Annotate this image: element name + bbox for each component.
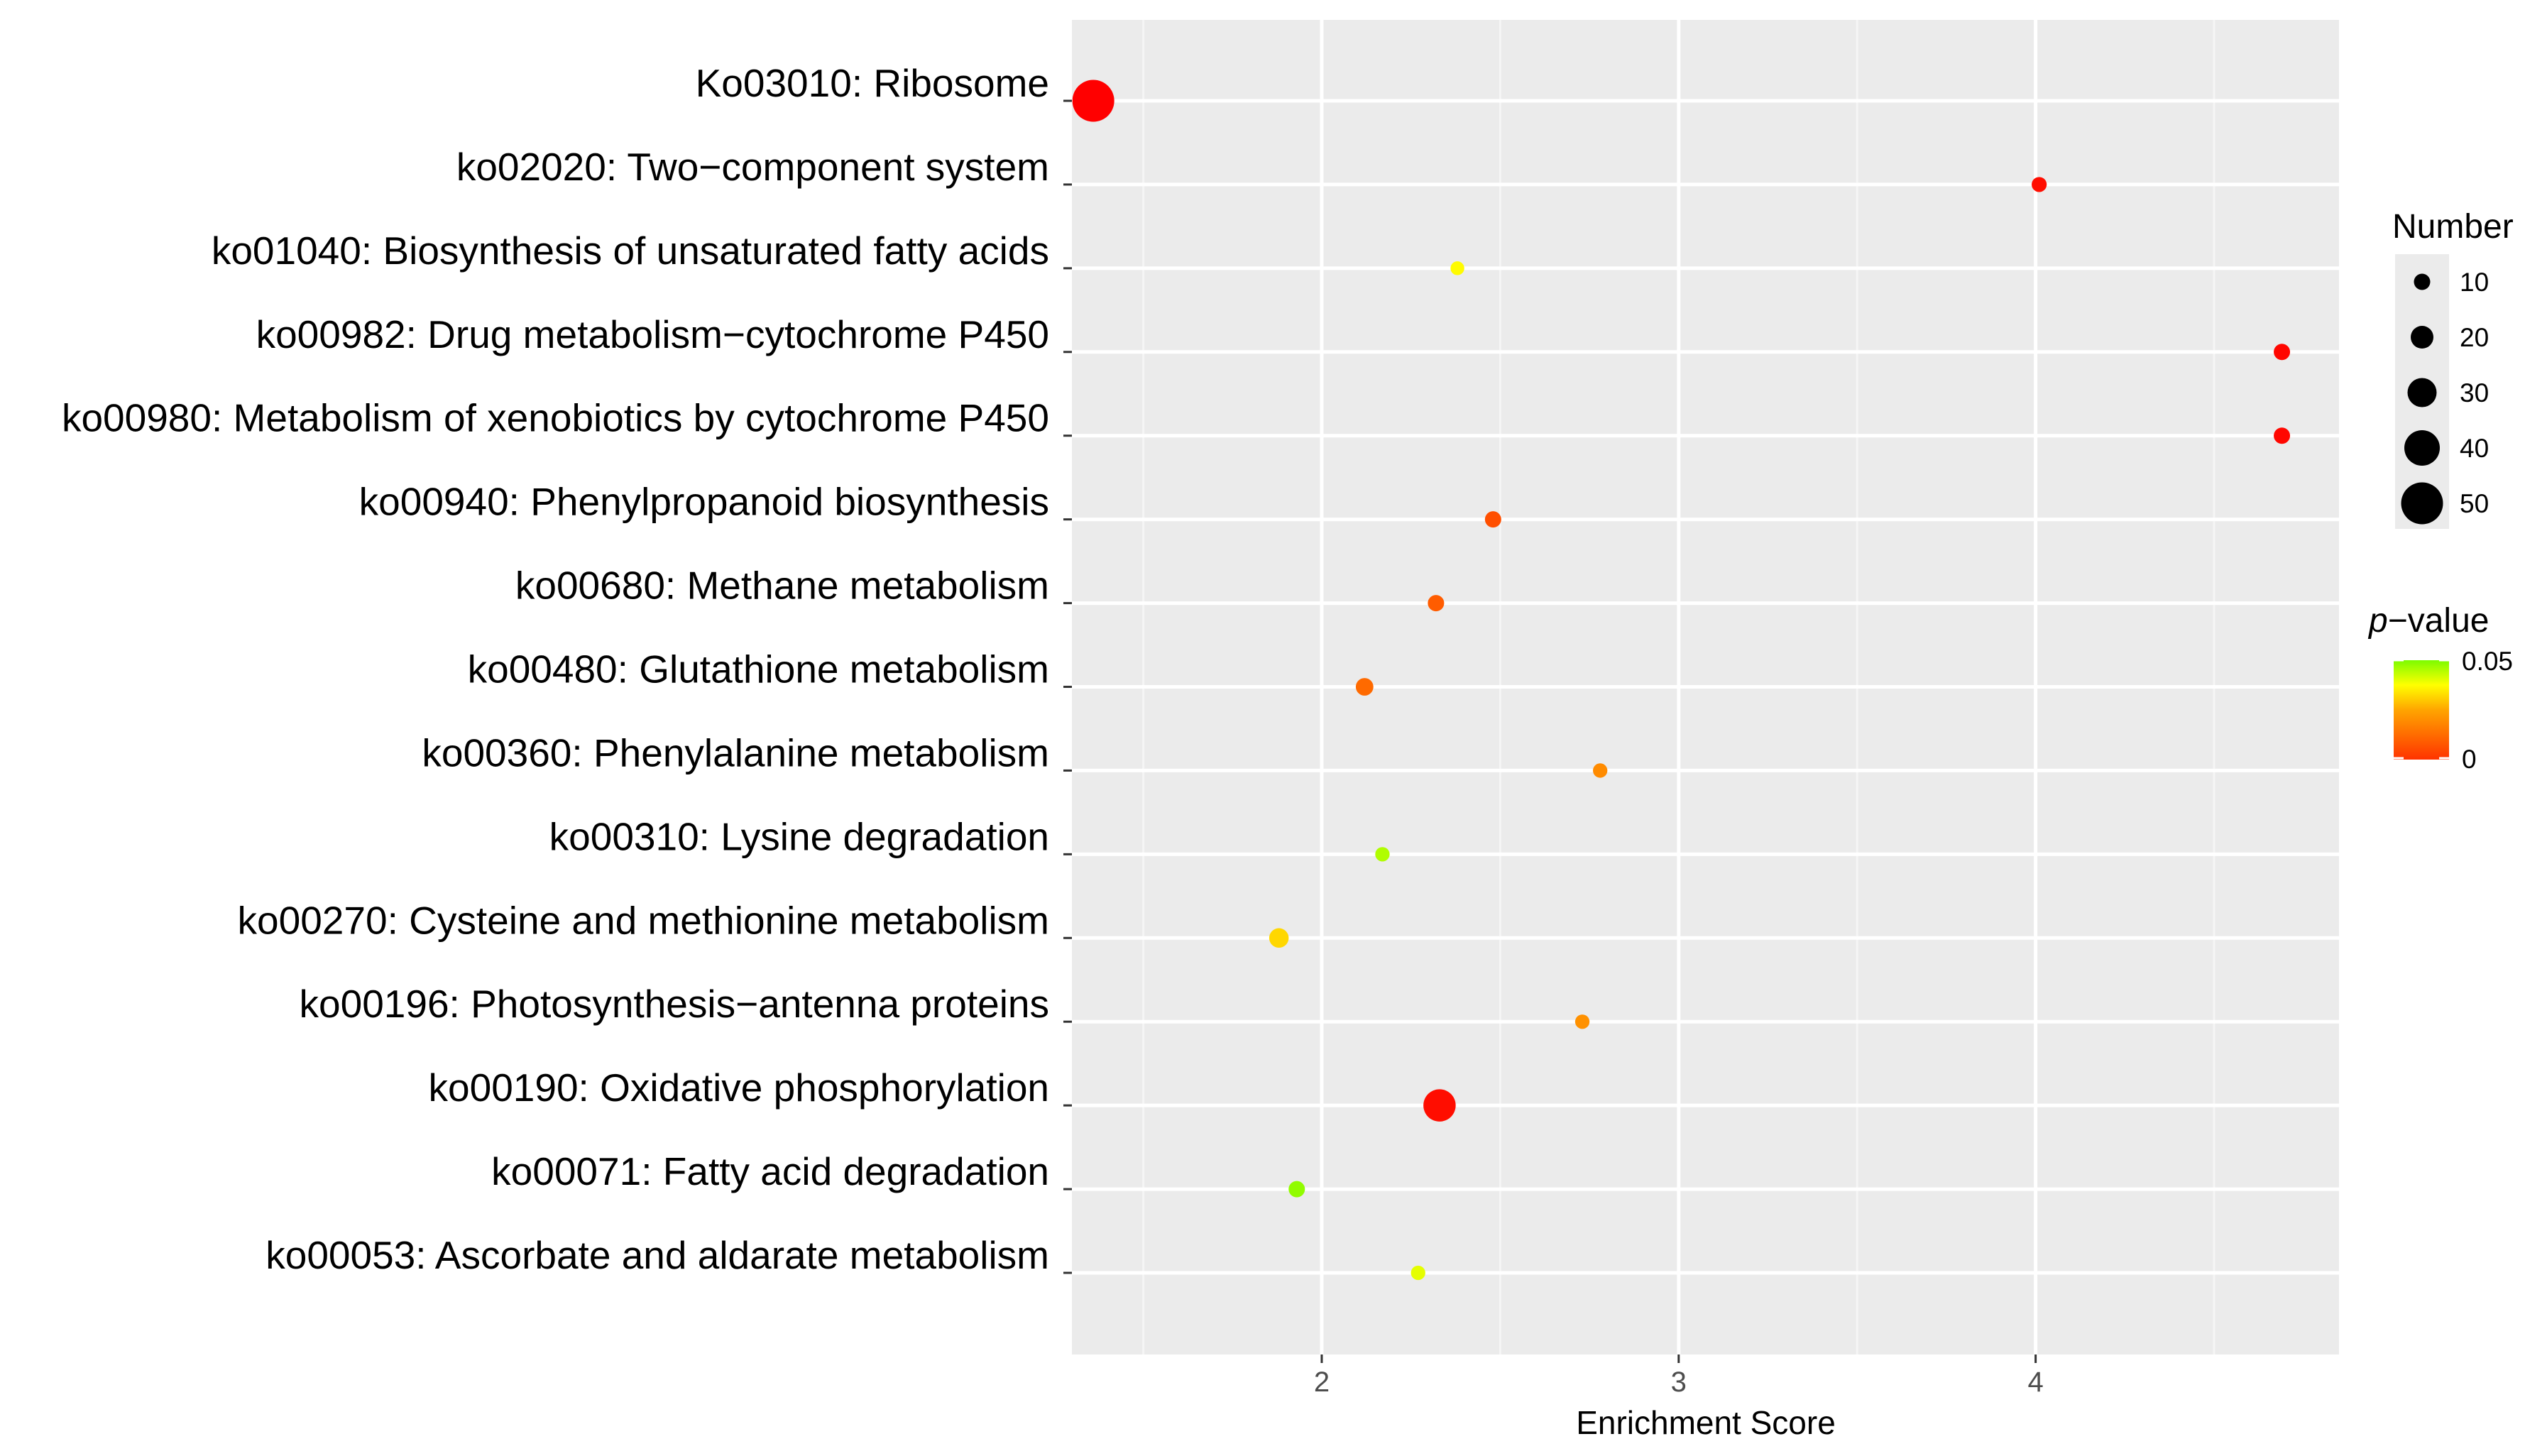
size-legend-title: Number [2392,208,2514,246]
data-point [1593,763,1608,778]
color-legend-title: p−value [2367,602,2489,640]
y-tick-label: ko00480: Glutathione metabolism [468,647,1049,691]
y-tick-label: ko00310: Lysine degradation [549,814,1049,858]
size-legend-dot [2407,378,2437,407]
y-tick-label: ko00053: Ascorbate and aldarate metaboli… [265,1233,1049,1277]
size-legend-label: 30 [2460,378,2489,407]
p-value-colorbar [2394,660,2449,760]
data-point [2274,427,2291,444]
size-legend-label: 20 [2460,323,2489,352]
data-point [1484,511,1501,528]
size-legend-dot [2404,430,2440,466]
y-tick-label: ko01040: Biosynthesis of unsaturated fat… [212,229,1049,273]
data-point [1450,261,1464,275]
data-point [1411,1265,1425,1281]
data-point [1423,1089,1456,1122]
data-point [1428,595,1445,612]
size-legend-label: 40 [2460,434,2489,463]
y-tick-label: ko00360: Phenylalanine metabolism [422,730,1049,774]
x-tick-label: 4 [2027,1367,2043,1398]
size-legend-label: 50 [2460,489,2489,518]
colorbar-low-label: 0 [2462,745,2477,774]
x-tick-label: 2 [1314,1367,1330,1398]
major-gridlines [1072,20,2339,1354]
y-tick-label: ko00270: Cysteine and methionine metabol… [238,898,1049,942]
data-point [1375,847,1390,862]
y-tick-label: ko00680: Methane metabolism [515,564,1049,608]
colorbar-high-label: 0.05 [2462,647,2513,676]
size-legend-label: 10 [2460,268,2489,297]
data-point [1072,80,1114,122]
x-axis: 2 3 4 [1314,1354,2044,1398]
data-point [2274,344,2291,361]
y-axis: Ko03010: Ribosome ko02020: Two−component … [62,61,1072,1277]
y-tick-label: ko00071: Fatty acid degradation [491,1149,1049,1193]
y-tick-label: ko00940: Phenylpropanoid biosynthesis [359,480,1049,524]
color-legend: p−value 0.05 0 [2367,602,2513,774]
x-tick-label: 3 [1671,1367,1687,1398]
y-tick-label: ko00190: Oxidative phosphorylation [429,1066,1049,1110]
size-legend-dot [2414,273,2431,290]
y-tick-label: Ko03010: Ribosome [696,61,1049,105]
y-tick-label: ko02020: Two−component system [456,145,1049,189]
y-tick-label: ko00982: Drug metabolism−cytochrome P450 [256,312,1049,356]
y-tick-label: ko00196: Photosynthesis−antenna proteins [300,982,1049,1026]
data-point [1269,928,1289,948]
size-legend: Number 10 20 30 40 50 [2392,208,2514,529]
data-point [1355,678,1374,696]
data-point [1288,1181,1305,1198]
data-point [1574,1014,1590,1029]
size-legend-dot [2401,482,2443,525]
x-axis-title: Enrichment Score [1576,1404,1836,1441]
data-point [2032,177,2047,192]
y-tick-label: ko00980: Metabolism of xenobiotics by cy… [62,396,1049,440]
data-points [1072,80,2291,1281]
size-legend-dot [2411,326,2433,349]
